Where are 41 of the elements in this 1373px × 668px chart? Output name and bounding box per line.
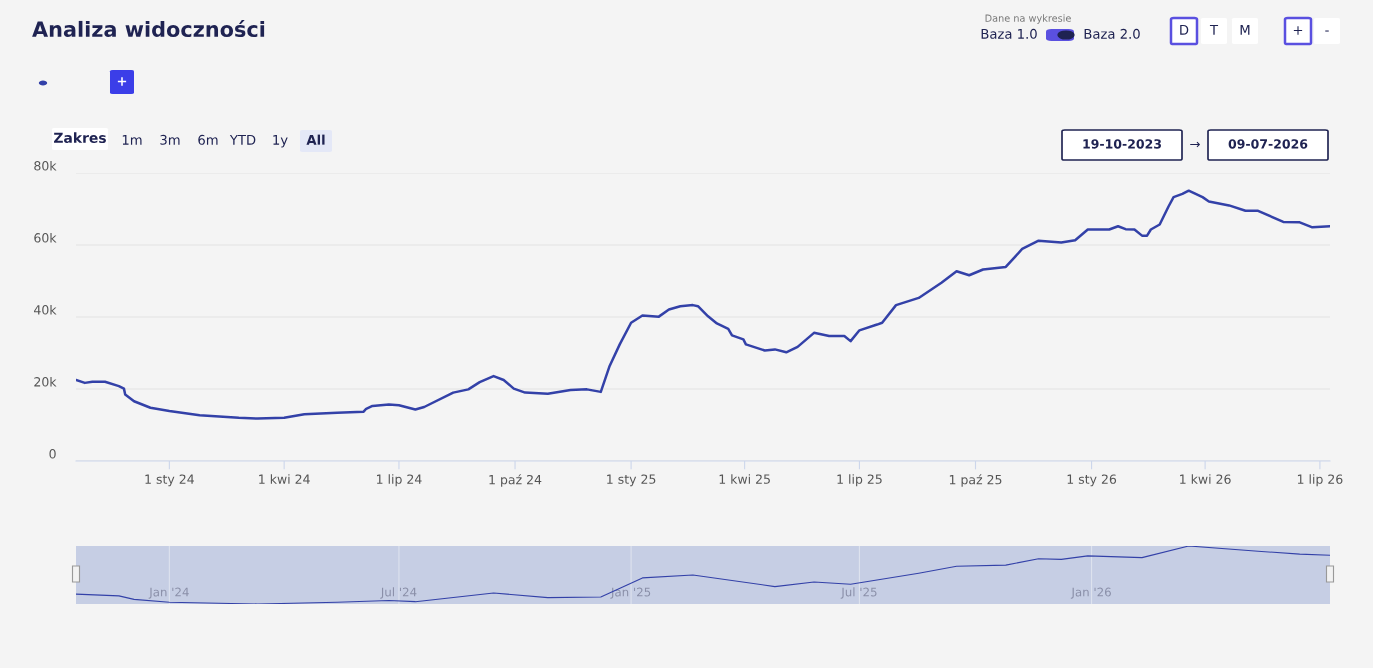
- x-tick-label: Jul '25: [840, 587, 877, 599]
- text: M: [1240, 25, 1250, 35]
- x-tick-label: 1 kwi 25: [719, 474, 770, 484]
- text: +: [117, 77, 127, 86]
- text: 1m: [122, 135, 142, 145]
- y-tick-label: 40k: [34, 304, 57, 315]
- x-tick-label: 1 paź 24: [489, 474, 542, 487]
- x-tick-label: 1 paź 25: [949, 474, 1002, 487]
- y-tick-label: 0: [49, 449, 56, 459]
- text: YTD: [229, 135, 256, 145]
- x-tick-label: 1 lip 25: [837, 474, 882, 487]
- y-tick-label: 20k: [34, 376, 57, 387]
- x-tick-label: 1 kwi 26: [1180, 474, 1231, 484]
- text: 6m: [198, 134, 218, 145]
- chart-title: Analiza widoczności: [32, 20, 265, 38]
- text: +: [1293, 26, 1303, 35]
- y-tick-label: 80k: [34, 160, 57, 171]
- x-tick-label: Jan '24: [148, 587, 189, 599]
- text: Baza 1.0: [981, 28, 1037, 39]
- text: →: [1190, 141, 1200, 148]
- x-tick-label: 1 lip 24: [376, 474, 422, 487]
- text: 1y: [273, 135, 288, 148]
- x-tick-label: 1 lip 26: [1297, 474, 1343, 487]
- x-tick-label: Jul '24: [380, 587, 417, 599]
- text: Zakres: [54, 132, 106, 144]
- text: T: [1209, 25, 1219, 35]
- x-tick-label: 1 sty 26: [1067, 474, 1117, 487]
- x-tick-label: 1 kwi 24: [259, 474, 310, 484]
- x-tick-label: Jan '26: [1070, 587, 1111, 599]
- text: D: [1180, 25, 1189, 35]
- text: Dane na wykresie: [985, 14, 1071, 24]
- text: 3m: [160, 134, 180, 145]
- x-tick-label: 1 sty 24: [145, 474, 194, 487]
- text: 09-07-2026: [1228, 139, 1308, 149]
- text: All: [306, 134, 325, 145]
- x-tick-label: Jan '25: [610, 587, 651, 599]
- y-tick-label: 60k: [34, 232, 57, 243]
- text: 19-10-2023: [1083, 139, 1161, 149]
- x-tick-label: 1 sty 25: [607, 474, 656, 487]
- text: -: [1325, 30, 1329, 32]
- text: Baza 2.0: [1084, 28, 1140, 39]
